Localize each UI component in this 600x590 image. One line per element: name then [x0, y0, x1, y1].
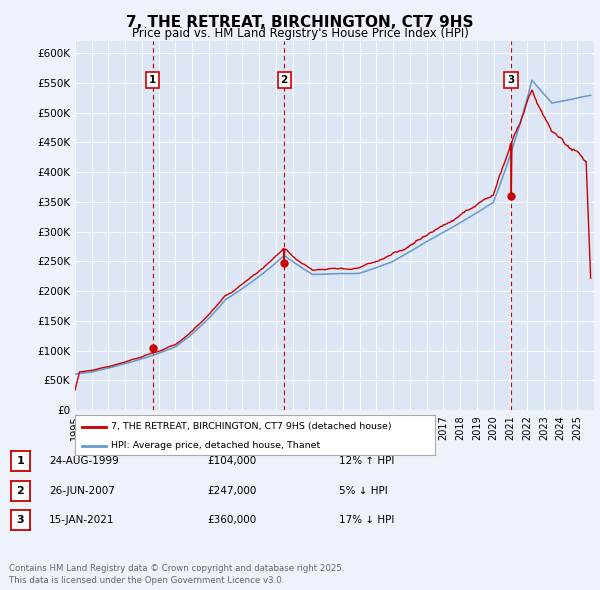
Text: 5% ↓ HPI: 5% ↓ HPI — [339, 486, 388, 496]
Text: 26-JUN-2007: 26-JUN-2007 — [49, 486, 115, 496]
Text: 1: 1 — [17, 457, 24, 466]
Text: 7, THE RETREAT, BIRCHINGTON, CT7 9HS (detached house): 7, THE RETREAT, BIRCHINGTON, CT7 9HS (de… — [111, 422, 392, 431]
Text: 7, THE RETREAT, BIRCHINGTON, CT7 9HS: 7, THE RETREAT, BIRCHINGTON, CT7 9HS — [126, 15, 474, 30]
Text: 2: 2 — [280, 75, 288, 85]
Text: HPI: Average price, detached house, Thanet: HPI: Average price, detached house, Than… — [111, 441, 320, 450]
Text: Price paid vs. HM Land Registry's House Price Index (HPI): Price paid vs. HM Land Registry's House … — [131, 27, 469, 40]
Text: 24-AUG-1999: 24-AUG-1999 — [49, 457, 119, 466]
Text: 3: 3 — [17, 516, 24, 525]
Text: 12% ↑ HPI: 12% ↑ HPI — [339, 457, 394, 466]
Text: 15-JAN-2021: 15-JAN-2021 — [49, 516, 115, 525]
Text: Contains HM Land Registry data © Crown copyright and database right 2025.
This d: Contains HM Land Registry data © Crown c… — [9, 565, 344, 585]
Text: 3: 3 — [508, 75, 515, 85]
Text: £360,000: £360,000 — [207, 516, 256, 525]
Text: 2: 2 — [17, 486, 24, 496]
Text: £247,000: £247,000 — [207, 486, 256, 496]
Text: 1: 1 — [149, 75, 157, 85]
Text: 17% ↓ HPI: 17% ↓ HPI — [339, 516, 394, 525]
Text: £104,000: £104,000 — [207, 457, 256, 466]
